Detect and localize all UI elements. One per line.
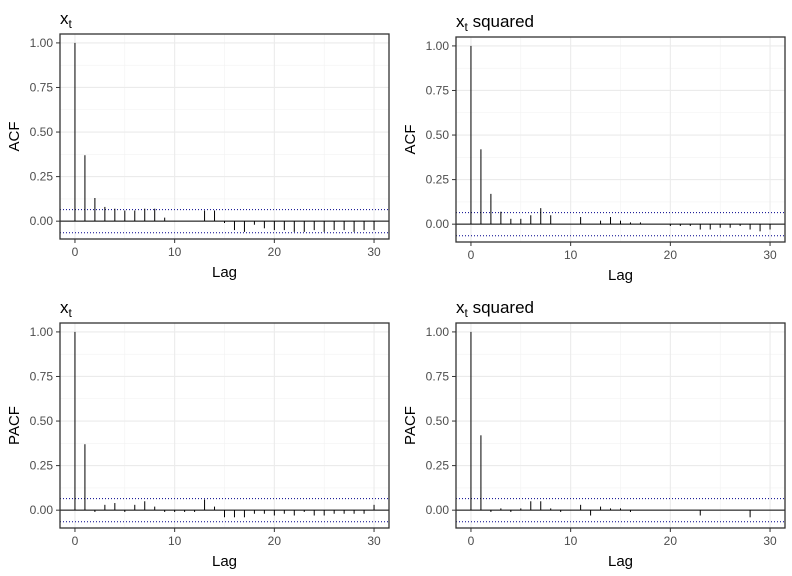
y-tick-label: 0.75	[426, 369, 450, 383]
y-tick-label: 1.00	[30, 325, 54, 339]
x-tick-label: 10	[168, 534, 182, 548]
y-tick-label: 0.25	[426, 459, 450, 473]
y-tick-label: 0.00	[426, 503, 450, 517]
panel-border	[455, 36, 786, 243]
x-tick-label: 0	[72, 534, 79, 548]
y-axis-label: PACF	[402, 406, 419, 445]
x-axis-label: Lag	[608, 553, 633, 570]
y-tick-label: 0.50	[30, 414, 54, 428]
x-tick-label: 20	[664, 534, 678, 548]
panel-border	[455, 322, 786, 529]
y-tick-label: 0.25	[426, 173, 450, 187]
x-axis-label: Lag	[608, 267, 633, 284]
y-tick-label: 0.25	[30, 170, 54, 184]
y-axis-label: PACF	[6, 406, 23, 445]
x-tick-label: 30	[763, 534, 777, 548]
y-axis-label: ACF	[402, 125, 419, 155]
panel-border	[59, 33, 390, 240]
y-tick-label: 0.00	[30, 214, 54, 228]
chart-panel-3: 1.00 0.75 0.50 0.25 0.00 0 10 20 30 Lag PACF xt	[6, 298, 390, 570]
y-axis-label: ACF	[6, 122, 23, 152]
x-tick-label: 10	[168, 245, 182, 259]
y-tick-label: 1.00	[426, 325, 450, 339]
x-axis-label: Lag	[212, 553, 237, 570]
y-tick-label: 0.50	[30, 125, 54, 139]
x-tick-label: 10	[564, 248, 578, 262]
chart-panel-4: 1.00 0.75 0.50 0.25 0.00 0 10 20 30 Lag PACF xt squ…	[402, 298, 786, 570]
y-tick-label: 0.25	[30, 459, 54, 473]
x-tick-label: 0	[468, 248, 475, 262]
x-tick-label: 20	[268, 534, 282, 548]
y-tick-label: 1.00	[426, 39, 450, 53]
x-tick-label: 30	[367, 245, 381, 259]
x-axis-label: Lag	[212, 264, 237, 281]
x-tick-label: 10	[564, 534, 578, 548]
y-tick-label: 0.75	[30, 369, 54, 383]
y-tick-label: 0.75	[30, 80, 54, 94]
x-tick-label: 20	[268, 245, 282, 259]
x-tick-label: 0	[72, 245, 79, 259]
panel-title: xt	[60, 9, 73, 31]
x-tick-label: 20	[664, 248, 678, 262]
x-tick-label: 0	[468, 534, 475, 548]
panel-title: xt	[60, 298, 73, 320]
x-tick-label: 30	[367, 534, 381, 548]
y-tick-label: 0.00	[426, 217, 450, 231]
panel-border	[59, 322, 390, 529]
y-tick-label: 0.00	[30, 503, 54, 517]
y-tick-label: 0.50	[426, 128, 450, 142]
panel-title: xt squared	[456, 298, 534, 320]
y-tick-label: 0.50	[426, 414, 450, 428]
x-tick-label: 30	[763, 248, 777, 262]
y-tick-label: 0.75	[426, 83, 450, 97]
chart-panel-1: 1.00 0.75 0.50 0.25 0.00 0 10 20 30 Lag ACF xt	[6, 9, 390, 281]
y-tick-label: 1.00	[30, 36, 54, 50]
chart-panel-2: 1.00 0.75 0.50 0.25 0.00 0 10 20 30 Lag ACF xt squa…	[402, 12, 786, 284]
panel-title: xt squared	[456, 12, 534, 34]
